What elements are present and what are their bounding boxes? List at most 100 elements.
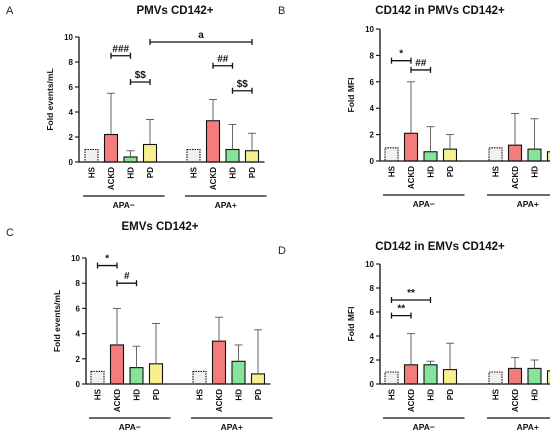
bar-hd — [527, 367, 542, 385]
y-tick-label: 0 — [370, 380, 375, 389]
y-tick-label: 10 — [64, 33, 73, 42]
x-tick-label: HS — [492, 388, 501, 400]
x-tick-label: PD — [146, 167, 155, 178]
group-label: APA− — [413, 199, 435, 209]
group-label: APA− — [113, 200, 135, 210]
x-tick-label: HS — [388, 165, 397, 177]
panel-b: B CD142 in PMVs CD142+ Fold MFI 0 2 4 6 8 10 HS AC… — [278, 5, 550, 209]
panel-letter: B — [278, 5, 285, 17]
bar-hd — [527, 148, 542, 162]
bar-ackd — [403, 364, 419, 385]
significance-label: * — [105, 254, 109, 265]
chart-title: CD142 in PMVs CD142+ — [375, 5, 505, 17]
y-tick-label: 6 — [69, 83, 74, 92]
y-tick-label: 4 — [76, 330, 81, 339]
significance-label: ## — [217, 54, 229, 65]
x-tick-label: ACKD — [113, 389, 122, 412]
bar-hs — [384, 147, 399, 162]
x-tick-label: HD — [427, 389, 436, 401]
bar-pd — [546, 151, 550, 162]
y-tick-label: 4 — [69, 108, 74, 117]
significance-label: # — [124, 271, 130, 282]
significance-label: ## — [415, 58, 427, 69]
y-axis-label: Fold MFI — [346, 307, 356, 342]
x-tick-label: PD — [248, 167, 257, 178]
y-tick-label: 2 — [370, 356, 375, 365]
panel-letter: D — [278, 245, 286, 257]
x-tick-label: ACKD — [209, 167, 218, 190]
bar-hd — [423, 364, 438, 385]
bar-ackd — [109, 344, 125, 385]
x-tick-label: PD — [446, 166, 455, 177]
x-tick-label: ACKD — [407, 389, 416, 412]
x-tick-label: PD — [152, 389, 161, 400]
x-tick-label: HS — [492, 165, 501, 177]
y-tick-label: 8 — [69, 58, 74, 67]
chart-title: PMVs CD142+ — [136, 5, 213, 17]
chart-title: EMVs CD142+ — [121, 221, 198, 233]
x-tick-label: HS — [196, 388, 205, 400]
bar-ackd — [403, 132, 419, 162]
bar-pd — [250, 373, 266, 385]
group-label: APA− — [119, 422, 141, 432]
x-tick-label: ACKD — [107, 167, 116, 190]
y-tick-label: 6 — [370, 78, 375, 87]
bar-hs — [84, 148, 99, 163]
x-tick-label: PD — [446, 389, 455, 400]
group-label: APA+ — [517, 422, 539, 432]
x-tick-label: HD — [229, 167, 238, 179]
significance-label: ** — [407, 288, 415, 299]
y-tick-label: 10 — [365, 260, 374, 269]
y-tick-label: 8 — [370, 284, 375, 293]
y-tick-label: 4 — [370, 104, 375, 113]
bar-pd — [244, 150, 260, 163]
x-tick-label: HS — [94, 388, 103, 400]
bar-ackd — [211, 340, 227, 385]
y-tick-label: 10 — [71, 254, 80, 263]
y-tick-label: 4 — [370, 332, 375, 341]
x-tick-label: HD — [127, 167, 136, 179]
significance-label: a — [198, 30, 204, 41]
x-tick-label: HS — [190, 166, 199, 178]
bar-hd — [423, 151, 438, 162]
panel-letter: C — [6, 227, 14, 239]
panel-letter: A — [6, 5, 14, 17]
y-tick-label: 0 — [76, 380, 81, 389]
x-tick-label: HD — [531, 389, 540, 401]
y-tick-label: 10 — [365, 25, 374, 34]
significance-label: * — [399, 49, 403, 60]
y-tick-label: 2 — [69, 133, 74, 142]
y-tick-label: 6 — [370, 308, 375, 317]
y-tick-label: 2 — [370, 131, 375, 140]
bar-ackd — [103, 133, 119, 163]
x-tick-label: HD — [531, 166, 540, 178]
y-tick-label: 0 — [370, 157, 375, 166]
y-tick-label: 2 — [76, 355, 81, 364]
bar-ackd — [205, 120, 221, 163]
bar-hd — [231, 360, 246, 385]
bar-hs — [384, 371, 399, 385]
y-axis-label: Fold MFI — [346, 78, 356, 113]
bar-hs — [488, 147, 503, 162]
x-tick-label: ACKD — [511, 166, 520, 189]
x-tick-label: HS — [388, 388, 397, 400]
y-tick-label: 8 — [76, 279, 81, 288]
x-tick-label: HD — [235, 389, 244, 401]
group-label: APA+ — [517, 199, 539, 209]
x-tick-label: HD — [133, 389, 142, 401]
x-tick-label: ACKD — [215, 389, 224, 412]
significance-label: $$ — [237, 79, 249, 90]
significance-label: ### — [112, 44, 129, 55]
bar-hd — [225, 148, 240, 163]
x-tick-label: ACKD — [511, 389, 520, 412]
bar-pd — [442, 148, 458, 162]
bar-ackd — [507, 144, 523, 162]
bar-hs — [488, 371, 503, 385]
bar-hd — [129, 367, 144, 385]
x-tick-label: ACKD — [407, 166, 416, 189]
bar-pd — [148, 363, 164, 385]
group-label: APA+ — [221, 422, 243, 432]
bar-pd — [142, 143, 158, 163]
panel-d: D CD142 in EMVs CD142+ Fold MFI 0 2 4 6 8 10 HS AC… — [278, 241, 550, 432]
